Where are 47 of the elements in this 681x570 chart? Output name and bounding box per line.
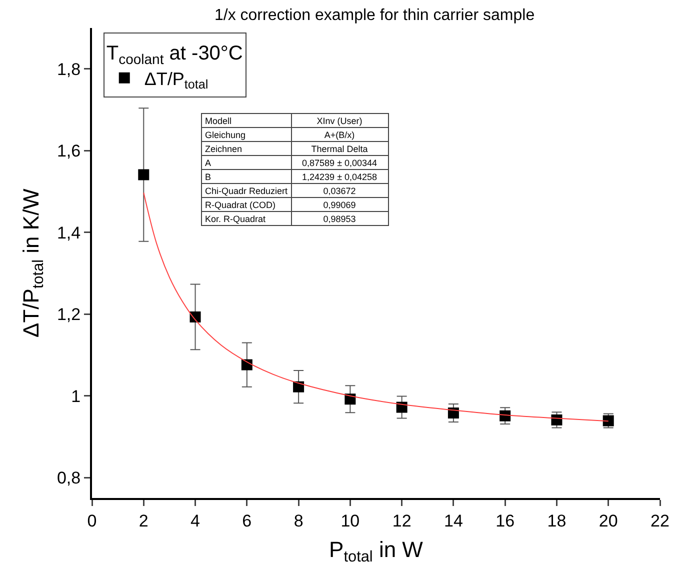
annotation: Kor. R-Quadrat xyxy=(202,212,292,226)
annotation: A+(B/x) xyxy=(291,128,388,142)
annotation: B xyxy=(202,170,292,184)
annotation: 0,98953 xyxy=(291,212,388,226)
x-tick-label: 22 xyxy=(650,511,670,530)
annotation: 0,03672 xyxy=(291,184,388,198)
y-tick-label: 0,8 xyxy=(56,468,81,488)
point xyxy=(344,394,356,405)
annotation: Gleichung xyxy=(202,128,292,142)
x-tick-label: 4 xyxy=(190,511,200,530)
x-tick-label: 12 xyxy=(392,511,412,530)
x-tick-label: 20 xyxy=(598,511,618,530)
point xyxy=(448,407,459,418)
point xyxy=(293,381,304,392)
annotation: Modell xyxy=(202,114,292,128)
annotation: Zeichnen xyxy=(202,142,292,156)
y-tick-label: 1,8 xyxy=(56,60,81,79)
point xyxy=(500,410,511,422)
annotation: 0,99069 xyxy=(291,198,388,212)
x-tick-label: 8 xyxy=(294,511,304,530)
legend-title: T$_{coolant}$ at -30°C xyxy=(106,42,243,67)
annotation: A xyxy=(202,156,292,170)
point xyxy=(551,414,562,426)
y-tick-label: 1 xyxy=(71,386,81,406)
x-tick-label: 16 xyxy=(496,511,515,530)
x-tick-label: 6 xyxy=(242,511,252,530)
y-tick-label: 1,6 xyxy=(56,142,81,161)
y-tick-label: 1,4 xyxy=(56,223,81,242)
x-tick-label: 10 xyxy=(340,511,360,530)
legend-label: ΔT/P$_{total}$ xyxy=(144,68,208,92)
annotation: Thermal Delta xyxy=(291,142,388,156)
x-tick-label: 2 xyxy=(138,511,148,530)
point xyxy=(241,359,252,370)
chart-title: 1/x correction example for thin carrier sample xyxy=(214,6,535,24)
x-axis-title: P$_{total}$ in W xyxy=(329,536,424,566)
x-tick-label: 0 xyxy=(87,511,97,530)
point xyxy=(138,169,150,180)
x-tick-label: 18 xyxy=(547,511,566,530)
annotation: XInv (User) xyxy=(291,114,388,128)
point xyxy=(190,311,201,322)
y-tick-label: 1,2 xyxy=(56,305,81,324)
x-tick-label: 14 xyxy=(444,511,463,530)
annotation: R-Quadrat (COD) xyxy=(202,198,292,212)
annotation: 0,87589 ± 0,00344 xyxy=(291,156,388,170)
annotation: 1,24239 ± 0,04258 xyxy=(291,170,388,184)
annotation: Chi-Quadr Reduziert xyxy=(202,184,292,198)
point xyxy=(396,402,408,413)
